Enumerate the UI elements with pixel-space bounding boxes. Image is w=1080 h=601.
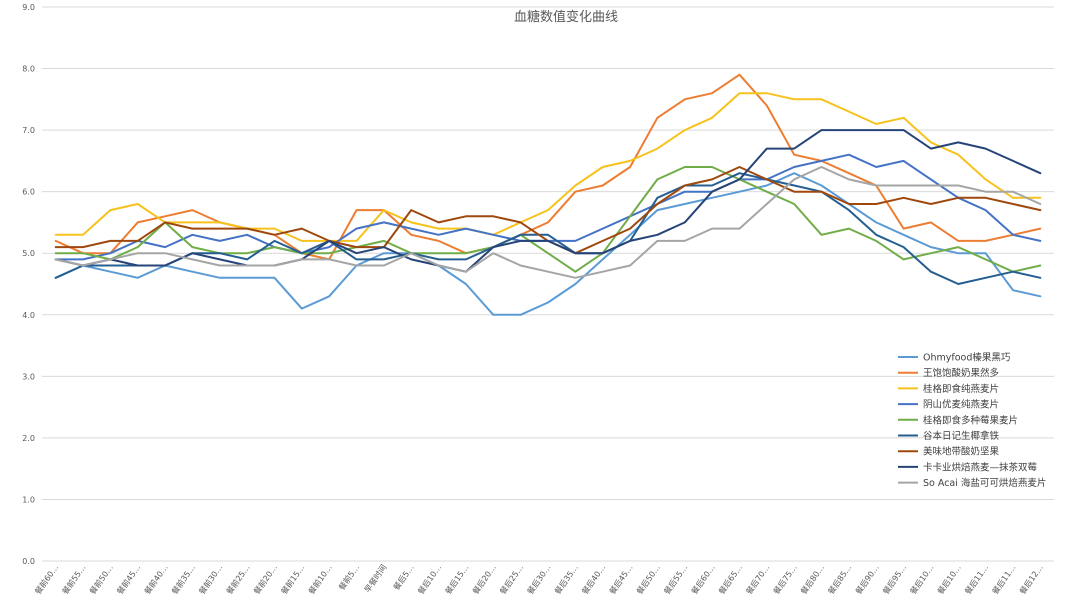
x-tick-label: 早餐时间 (362, 562, 389, 594)
x-axis-ticks: 餐前60… 餐前55… 餐前50… 餐前45… 餐前40… 餐前35… 餐前30… 餐前25…… (33, 562, 1045, 596)
legend-item: Ohmyfood榛果黑巧 (898, 352, 1011, 364)
legend-label: 阴山优麦纯燕麦片 (923, 399, 999, 411)
series-line-4 (54, 153, 1042, 261)
legend-item: 桂格即食纯燕麦片 (898, 383, 999, 395)
x-tick-label: 餐后90… (853, 562, 881, 596)
legend-item: 桂格即食多种莓果麦片 (898, 414, 1018, 426)
gridlines (42, 6, 1054, 562)
x-tick-label: 餐后20… (470, 562, 498, 596)
x-tick-label: 餐后15… (443, 562, 471, 596)
y-tick-label: 3.0 (22, 372, 35, 381)
x-tick-label: 餐后75… (771, 562, 799, 596)
legend-label: 谷本日记生椰拿铁 (923, 430, 1000, 442)
legend-item: 美味地带酸奶坚果 (898, 446, 1000, 458)
x-tick-label: 餐后10… (935, 562, 963, 596)
x-tick-label: 餐后10… (908, 562, 936, 596)
legend: Ohmyfood榛果黑巧王饱饱酸奶果然多桂格即食纯燕麦片阴山优麦纯燕麦片桂格即食… (898, 352, 1046, 489)
y-tick-label: 6.0 (22, 188, 35, 197)
x-tick-label: 餐前45… (115, 562, 143, 596)
chart-title: 血糖数值变化曲线 (514, 9, 618, 25)
series-line-9 (54, 166, 1042, 279)
legend-label: Ohmyfood榛果黑巧 (923, 352, 1011, 364)
x-tick-label: 餐前15… (279, 562, 307, 596)
y-tick-label: 7.0 (22, 126, 35, 135)
x-tick-label: 餐前30… (197, 562, 225, 596)
x-tick-label: 餐前5… (336, 562, 361, 592)
series-line-2 (54, 73, 1042, 261)
x-tick-label: 餐后85… (826, 562, 854, 596)
x-tick-label: 餐前20… (251, 562, 279, 596)
x-tick-label: 餐前40… (142, 562, 170, 596)
x-tick-label: 餐后5… (391, 562, 416, 592)
y-tick-label: 1.0 (22, 495, 35, 504)
x-tick-label: 餐前50… (87, 562, 115, 596)
x-tick-label: 餐后40… (580, 562, 608, 596)
series-line-8 (54, 129, 1042, 273)
x-tick-label: 餐前25… (224, 562, 252, 596)
x-tick-label: 餐后25… (497, 562, 525, 596)
x-tick-label: 餐后12… (1017, 562, 1045, 596)
legend-item: 卡卡业烘焙燕麦—抹茶双莓 (898, 461, 1038, 473)
x-tick-label: 餐后50… (634, 562, 662, 596)
x-tick-label: 餐后11… (962, 562, 990, 596)
series-line-6 (54, 172, 1042, 285)
x-tick-label: 餐后10… (415, 562, 443, 596)
legend-label: 桂格即食多种莓果麦片 (923, 414, 1018, 426)
x-tick-label: 餐后30… (525, 562, 553, 596)
x-tick-label: 餐后95… (880, 562, 908, 596)
series-line-3 (54, 92, 1042, 242)
series-lines (54, 73, 1042, 316)
x-tick-label: 餐后11… (990, 562, 1018, 596)
legend-item: 阴山优麦纯燕麦片 (898, 399, 999, 411)
x-tick-label: 餐后45… (607, 562, 635, 596)
series-line-1 (54, 172, 1042, 316)
x-tick-label: 餐后55… (662, 562, 690, 596)
y-tick-label: 8.0 (22, 65, 35, 74)
legend-label: 美味地带酸奶坚果 (923, 446, 1000, 458)
x-tick-label: 餐前10… (306, 562, 334, 596)
x-tick-label: 餐前55… (60, 562, 88, 596)
y-tick-label: 5.0 (22, 249, 35, 258)
x-tick-label: 餐后80… (798, 562, 826, 596)
legend-item: 谷本日记生椰拿铁 (898, 430, 1000, 442)
y-tick-label: 9.0 (22, 3, 35, 12)
x-tick-label: 餐前60… (33, 562, 61, 596)
y-tick-label: 2.0 (22, 434, 35, 443)
legend-label: 桂格即食纯燕麦片 (923, 383, 999, 395)
legend-label: So Acai 海盐可可烘焙燕麦片 (923, 477, 1046, 489)
legend-item: So Acai 海盐可可烘焙燕麦片 (898, 477, 1046, 489)
legend-label: 卡卡业烘焙燕麦—抹茶双莓 (923, 461, 1038, 473)
y-tick-label: 4.0 (22, 311, 35, 320)
x-tick-label: 餐后35… (552, 562, 580, 596)
legend-label: 王饱饱酸奶果然多 (923, 367, 999, 379)
x-tick-label: 餐后65… (716, 562, 744, 596)
legend-item: 王饱饱酸奶果然多 (898, 367, 999, 379)
x-tick-label: 餐后70… (744, 562, 772, 596)
y-axis-ticks: 0.0 1.0 2.0 3.0 4.0 5.0 6.0 7.0 8.0 9.0 (22, 3, 35, 566)
y-tick-label: 0.0 (22, 557, 35, 566)
x-tick-label: 餐前35… (169, 562, 197, 596)
x-tick-label: 餐后60… (689, 562, 717, 596)
